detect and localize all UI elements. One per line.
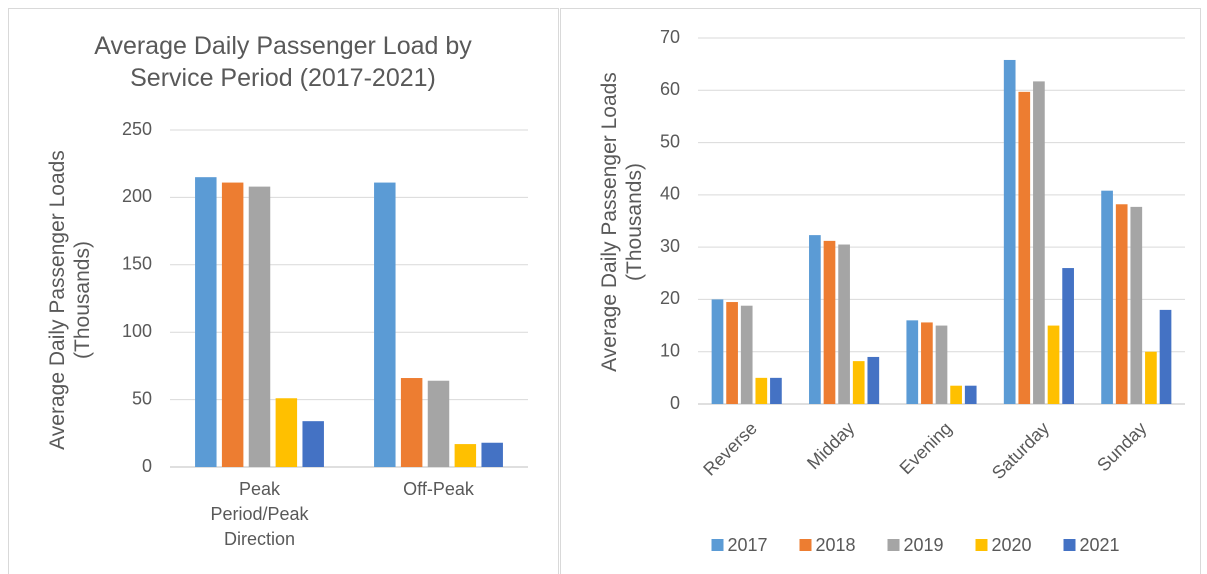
bar (1047, 325, 1060, 404)
legend-label: 2018 (816, 535, 856, 555)
legend-swatch (887, 539, 900, 551)
y-tick-label: 200 (122, 186, 152, 206)
bar (1145, 351, 1157, 404)
bar (823, 240, 836, 404)
y-axis-title: Average Daily Passenger Loads (Thousands… (46, 150, 94, 450)
bar (454, 444, 477, 467)
y-tick-label: 20 (660, 288, 680, 308)
legend-label: 2021 (1080, 535, 1120, 555)
bar (726, 302, 738, 404)
bar (427, 380, 450, 467)
bar (867, 356, 880, 404)
y-tick-label: 30 (660, 236, 680, 256)
bar (374, 182, 396, 467)
y-tick-label: 100 (122, 321, 152, 341)
x-tick-label: Midday (803, 418, 858, 473)
x-tick-label: Saturday (988, 418, 1053, 483)
x-tick-label: Off-Peak (403, 479, 474, 499)
bar (1018, 91, 1031, 405)
bar (1062, 268, 1074, 404)
y-tick-label: 40 (660, 184, 680, 204)
bar (921, 322, 933, 404)
y-tick-label: 0 (670, 393, 680, 413)
bar (950, 385, 962, 404)
legend-label: 2020 (992, 535, 1032, 555)
y-tick-label: 60 (660, 79, 680, 99)
bar (838, 244, 850, 404)
x-tick-label: Evening (896, 418, 956, 478)
left-panel (8, 8, 559, 574)
bar (755, 377, 768, 404)
bar (935, 325, 948, 404)
bar (906, 320, 919, 404)
right-panel (560, 8, 1201, 574)
legend-swatch (711, 539, 724, 551)
x-tick-label: Peak Period/Peak Direction (210, 479, 309, 549)
bar (770, 377, 782, 404)
x-tick-label: Sunday (1093, 418, 1150, 475)
legend-swatch (799, 539, 812, 551)
y-axis-title: Average Daily Passenger Loads (Thousands… (598, 72, 646, 372)
bar (852, 361, 865, 404)
bar (302, 421, 324, 467)
chart-title: Average Daily Passenger Load by Service … (94, 32, 472, 92)
bar (1130, 206, 1143, 404)
bar (400, 378, 423, 467)
bar (248, 186, 271, 467)
bar (740, 305, 753, 404)
bar (1159, 309, 1172, 404)
y-tick-label: 50 (132, 388, 152, 408)
bar (481, 442, 503, 467)
bar (1101, 190, 1113, 404)
legend-swatch (975, 539, 988, 551)
bar (1033, 81, 1045, 404)
bar (275, 398, 298, 467)
y-tick-label: 0 (142, 456, 152, 476)
bar (1003, 59, 1016, 405)
y-tick-label: 250 (122, 119, 152, 139)
y-tick-label: 50 (660, 131, 680, 151)
bar (809, 235, 821, 404)
legend-label: 2019 (904, 535, 944, 555)
bar (964, 385, 977, 404)
bar (195, 177, 217, 467)
y-tick-label: 70 (660, 27, 680, 47)
bar (221, 182, 244, 467)
bar (711, 299, 724, 404)
x-tick-label: Reverse (699, 418, 761, 480)
y-tick-label: 150 (122, 254, 152, 274)
bar (1115, 204, 1128, 404)
y-tick-label: 10 (660, 340, 680, 360)
legend-swatch (1063, 539, 1076, 551)
legend-label: 2017 (728, 535, 768, 555)
